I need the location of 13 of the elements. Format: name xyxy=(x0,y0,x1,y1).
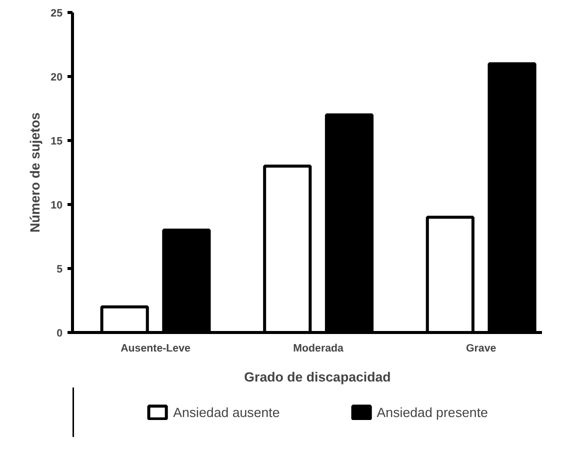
x-axis-title: Grado de discapacidad xyxy=(244,370,391,384)
y-tick-label: 0 xyxy=(56,328,63,340)
x-tick-label: Ausente-Leve xyxy=(120,342,191,354)
x-tick-label: Moderada xyxy=(293,342,344,354)
y-tick-label: 10 xyxy=(50,200,63,212)
x-tick-label: Grave xyxy=(466,342,496,354)
y-axis-title: Número de sujetos xyxy=(28,112,43,232)
y-tick-label: 25 xyxy=(50,8,63,20)
y-tick-label: 5 xyxy=(56,264,63,276)
y-tick-label: 15 xyxy=(50,136,63,148)
y-tick-label: 20 xyxy=(50,72,63,84)
legend-label: Ansiedad presente xyxy=(376,404,488,420)
legend-label: Ansiedad ausente xyxy=(173,404,280,420)
